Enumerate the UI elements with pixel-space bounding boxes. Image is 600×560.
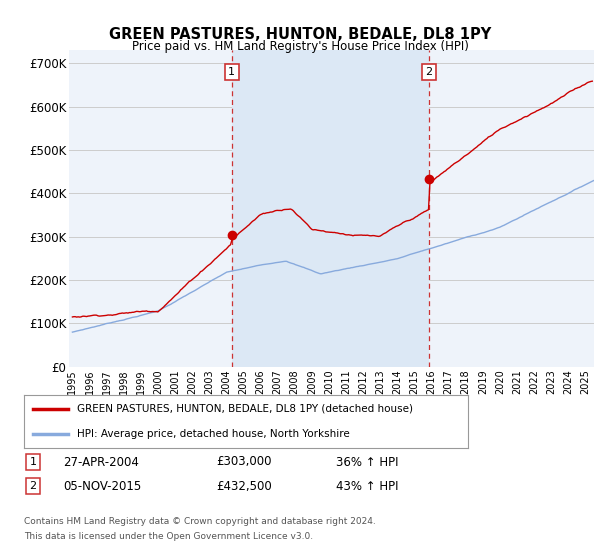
Text: 2: 2 xyxy=(425,67,433,77)
Text: GREEN PASTURES, HUNTON, BEDALE, DL8 1PY (detached house): GREEN PASTURES, HUNTON, BEDALE, DL8 1PY … xyxy=(77,404,413,414)
Text: 43% ↑ HPI: 43% ↑ HPI xyxy=(336,479,398,493)
Text: £303,000: £303,000 xyxy=(216,455,271,469)
Text: 27-APR-2004: 27-APR-2004 xyxy=(63,455,139,469)
Text: 36% ↑ HPI: 36% ↑ HPI xyxy=(336,455,398,469)
Text: 2: 2 xyxy=(29,481,37,491)
Text: Price paid vs. HM Land Registry's House Price Index (HPI): Price paid vs. HM Land Registry's House … xyxy=(131,40,469,53)
Text: HPI: Average price, detached house, North Yorkshire: HPI: Average price, detached house, Nort… xyxy=(77,429,350,439)
Text: Contains HM Land Registry data © Crown copyright and database right 2024.: Contains HM Land Registry data © Crown c… xyxy=(24,517,376,526)
Text: 1: 1 xyxy=(229,67,235,77)
Text: 05-NOV-2015: 05-NOV-2015 xyxy=(63,479,141,493)
Text: 1: 1 xyxy=(29,457,37,467)
Text: GREEN PASTURES, HUNTON, BEDALE, DL8 1PY: GREEN PASTURES, HUNTON, BEDALE, DL8 1PY xyxy=(109,27,491,42)
Text: This data is licensed under the Open Government Licence v3.0.: This data is licensed under the Open Gov… xyxy=(24,532,313,541)
Text: £432,500: £432,500 xyxy=(216,479,272,493)
Bar xyxy=(232,50,429,367)
